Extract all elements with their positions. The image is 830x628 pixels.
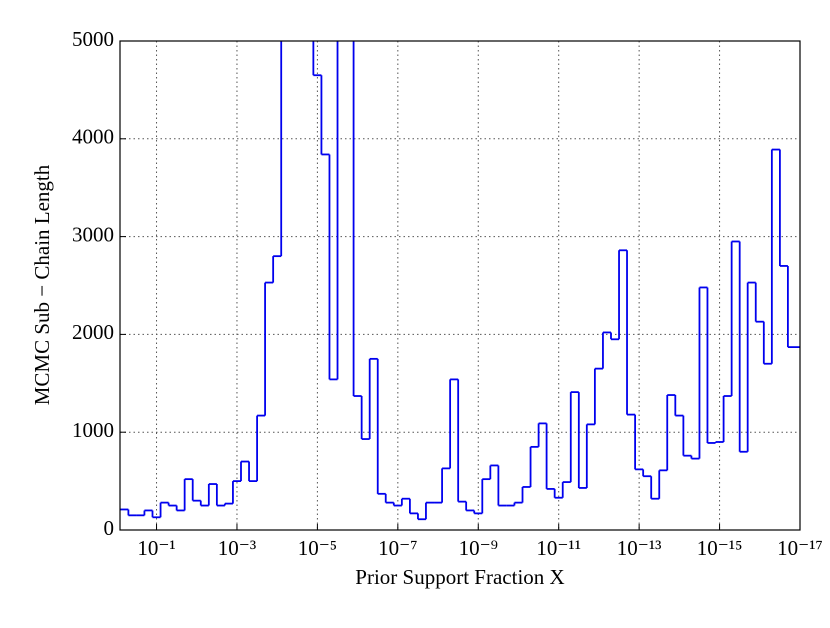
y-axis-label: MCMC Sub − Chain Length bbox=[30, 164, 54, 405]
x-tick-label: 10⁻¹³ bbox=[617, 536, 662, 560]
y-tick-label: 4000 bbox=[72, 125, 114, 149]
x-tick-label: 10⁻⁷ bbox=[378, 536, 417, 560]
x-tick-label: 10⁻⁵ bbox=[298, 536, 337, 560]
y-tick-label: 0 bbox=[104, 516, 115, 540]
y-tick-label: 1000 bbox=[72, 418, 114, 442]
x-tick-label: 10⁻¹¹ bbox=[536, 536, 581, 560]
step-riser bbox=[127, 41, 789, 520]
y-tick-label: 2000 bbox=[72, 320, 114, 344]
x-tick-label: 10⁻¹⁷ bbox=[777, 536, 823, 560]
y-tick-label: 3000 bbox=[72, 222, 114, 246]
x-tick-label: 10⁻⁹ bbox=[459, 536, 498, 560]
plot-area bbox=[120, 41, 800, 521]
x-tick-label: 10⁻³ bbox=[218, 536, 256, 560]
y-tick-label: 5000 bbox=[72, 27, 114, 51]
x-tick-label: 10⁻¹ bbox=[137, 536, 175, 560]
x-tick-label: 10⁻¹⁵ bbox=[697, 536, 743, 560]
x-axis-label: Prior Support Fraction X bbox=[355, 565, 564, 589]
plot-frame bbox=[119, 40, 801, 531]
